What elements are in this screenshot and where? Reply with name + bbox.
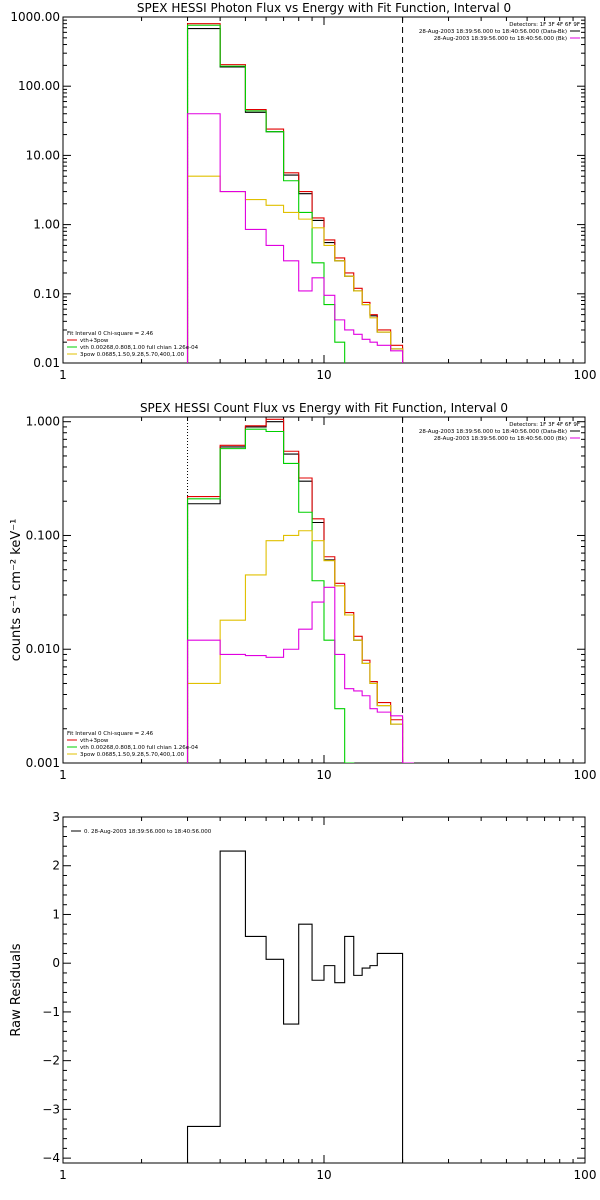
x-tick-label: 10	[316, 368, 331, 382]
y-axis-label: Raw Residuals	[9, 943, 24, 1036]
y-axis-label: counts s⁻¹ cm⁻² keV⁻¹	[9, 519, 24, 662]
legend-entry: vth 0.00268,0.808,1.00 full chian 1.26e-…	[80, 345, 199, 351]
x-tick-label: 100	[574, 368, 597, 382]
chart-photon: SPEX HESSI Photon Flux vs Energy with Fi…	[10, 1, 596, 382]
y-tick-label: −3	[42, 1102, 60, 1116]
legend-entry: 3pow 0.0685,1.50,9.28,5.70,400,1.00	[80, 752, 185, 758]
plot-frame	[62, 16, 586, 364]
y-tick-label: 0.10	[33, 287, 60, 301]
legend-entry: 28-Aug-2003 18:39:56.000 to 18:40:56.000…	[434, 36, 567, 42]
x-tick-label: 1	[59, 768, 67, 782]
y-tick-label: 0.100	[26, 528, 60, 542]
y-tick-label: 0.001	[26, 756, 60, 770]
y-tick-label: 1.000	[26, 415, 60, 429]
y-tick-label: 1000.00	[10, 10, 60, 24]
chart-residuals: 1 10 100 −4 −3 −2 −1 0 1 2 3 Raw Residuals 0. 28-Aug…	[9, 810, 596, 1182]
legend-entry: 0. 28-Aug-2003 18:39:56.000 to 18:40:56.…	[84, 829, 212, 835]
x-tick-label: 10	[316, 1168, 331, 1182]
y-tick-label: 0.010	[26, 642, 60, 656]
series-group	[186, 23, 404, 363]
series-group	[186, 418, 414, 763]
x-tick-label: 100	[574, 768, 597, 782]
legend-entry: vth+3pow	[80, 738, 109, 744]
legend-header: Fit Interval 0 Chi-square = 2.46	[67, 331, 154, 337]
y-tick-label: 1	[52, 907, 60, 921]
series-line-3	[186, 175, 404, 363]
y-tick-label: 100.00	[18, 79, 60, 93]
series-line-0	[186, 28, 404, 363]
plot-frame	[62, 816, 586, 1164]
series-line-4	[186, 113, 404, 363]
legend-entry: 28-Aug-2003 18:39:56.000 to 18:40:56.000…	[419, 429, 567, 435]
series-line-0	[186, 850, 404, 1163]
y-tick-label: −1	[42, 1005, 60, 1019]
x-tick-label: 100	[574, 1168, 597, 1182]
y-tick-label: 10.00	[26, 148, 60, 162]
x-tick-label: 1	[59, 1168, 67, 1182]
legend-header: Detectors: 1F 3F 4F 6F 9F	[509, 422, 580, 428]
chart-count: SPEX HESSI Count Flux vs Energy with Fit…	[9, 401, 596, 782]
legend-entry: 28-Aug-2003 18:39:56.000 to 18:40:56.000…	[434, 436, 567, 442]
y-tick-label: 0	[52, 956, 60, 970]
y-tick-label: 0.01	[33, 356, 60, 370]
legend-header: Detectors: 1F 3F 4F 6F 9F	[509, 22, 580, 28]
y-tick-label: 1.00	[33, 218, 60, 232]
legend-header: Fit Interval 0 Chi-square = 2.46	[67, 731, 154, 737]
series-line-2	[186, 428, 355, 763]
legend-entry: 28-Aug-2003 18:39:56.000 to 18:40:56.000…	[419, 29, 567, 35]
series-line-0	[186, 421, 414, 763]
chart-title: SPEX HESSI Count Flux vs Energy with Fit…	[140, 401, 508, 415]
y-tick-label: 2	[52, 859, 60, 873]
series-line-2	[186, 24, 346, 363]
series-group	[186, 850, 404, 1163]
legend-entry: vth+3pow	[80, 338, 109, 344]
y-tick-label: −4	[42, 1151, 60, 1165]
x-tick-label: 10	[316, 768, 331, 782]
series-line-1	[186, 23, 404, 363]
series-line-3	[186, 530, 414, 763]
legend-entry: 3pow 0.0685,1.50,9.28,5.70,400,1.00	[80, 352, 185, 358]
series-line-4	[186, 586, 414, 763]
series-line-1	[186, 418, 414, 763]
chart-title: SPEX HESSI Photon Flux vs Energy with Fi…	[137, 1, 511, 15]
y-tick-label: 3	[52, 810, 60, 824]
y-tick-label: −2	[42, 1054, 60, 1068]
x-tick-label: 1	[59, 368, 67, 382]
legend-entry: vth 0.00268,0.808,1.00 full chian 1.26e-…	[80, 745, 199, 751]
